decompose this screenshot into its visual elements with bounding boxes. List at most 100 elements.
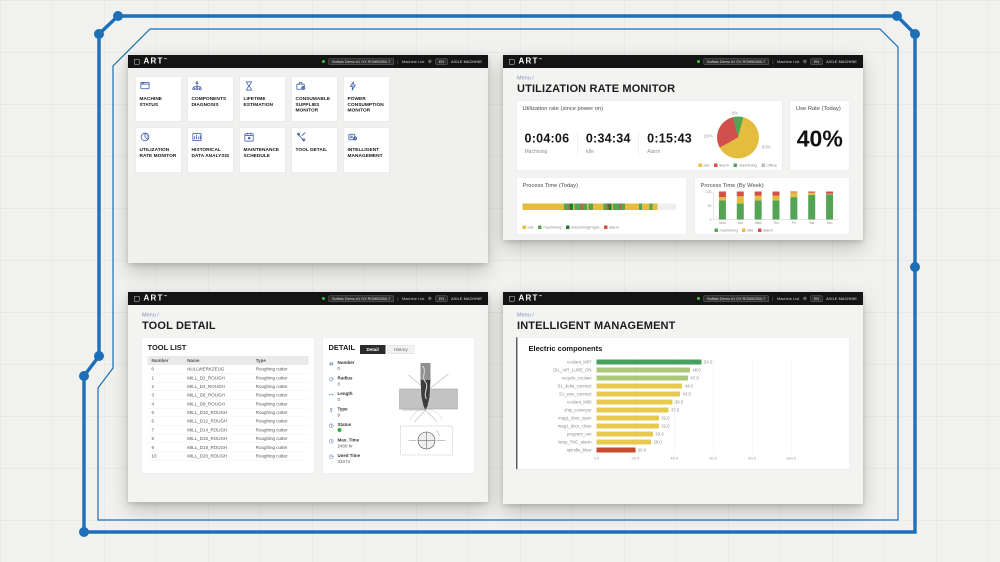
legend-item-alarm: alarm (757, 228, 773, 233)
menu-tile-maintenance-schedule[interactable]: MAINTENANCE SCHEDULE (239, 127, 286, 173)
strip-segment-idle (625, 203, 639, 210)
legend-item-idle: idle (698, 163, 710, 168)
breadcrumb[interactable]: Menu / (517, 312, 534, 318)
menu-tile-tool-detail[interactable]: TOOL DETAIL (291, 127, 338, 173)
table-row[interactable]: 2 MILL_D4_ROUGH Roughing cutter (147, 382, 309, 392)
table-cell: Roughing cutter (251, 425, 309, 435)
intelligent-management-icon (348, 132, 387, 144)
use-rate-card: Use Rate (Today) 40% (789, 100, 850, 171)
bar-label: program_run (567, 431, 592, 437)
bar-row-lamp-tnc-alarm: lamp_TNC_alarm 28.0 (527, 438, 841, 446)
machine-list-link[interactable]: Machine List (776, 59, 800, 64)
bar-row-mag1-door-open: mag1_door_open 32.0 (527, 414, 841, 422)
machine-list-link[interactable]: Machine List (401, 59, 425, 64)
table-row[interactable]: 10 MILL_D20_ROUGH Roughing cutter (147, 451, 309, 461)
table-row[interactable]: 0 NULLWERKZEUG Roughing cutter (147, 365, 309, 374)
breadcrumb[interactable]: Menu / (142, 312, 159, 318)
bar-row-coolant-m07: coolant_M07 54.0 (527, 358, 841, 366)
menu-tile-historical-data-analysis[interactable]: HISTORICAL DATA ANALYSIS (187, 127, 234, 173)
table-row[interactable]: 8 MILL_D16_ROUGH Roughing cutter (147, 434, 309, 444)
menu-tile-components-diagnosis[interactable]: COMPONENTS DIAGNOSIS (187, 76, 234, 122)
column-header-type[interactable]: Type (251, 356, 309, 365)
language-toggle[interactable]: EN (435, 295, 448, 302)
settings-gear-icon[interactable]: ⚙ (802, 58, 807, 64)
column-header-number[interactable]: Number (147, 356, 184, 365)
machine-list-link[interactable]: Machine List (401, 296, 425, 301)
menu-icon[interactable] (509, 58, 515, 65)
table-row[interactable]: 4 MILL_D8_ROUGH Roughing cutter (147, 399, 309, 409)
machine-name-pill[interactable]: Buffalo Demo #1 GX ROM50350-T (703, 58, 769, 65)
machine-name-pill[interactable]: Buffalo Demo #1 GX ROM50350-T (328, 58, 394, 65)
language-toggle[interactable]: EN (810, 58, 823, 65)
maintenance-schedule-icon (244, 132, 283, 144)
menu-tile-label: POWER CONSUMPTION MONITOR (347, 96, 384, 114)
bar (596, 383, 683, 389)
menu-icon[interactable] (509, 295, 515, 302)
menu-tile-intelligent-management[interactable]: INTELLIGENT MANAGEMENT (343, 127, 390, 173)
menu-icon[interactable] (134, 58, 140, 65)
field-status: Status (329, 422, 385, 433)
table-row[interactable]: 6 MILL_D12_ROUGH Roughing cutter (147, 416, 309, 426)
bar-row-chip-conveyor: chip_conveyor 37.0 (527, 406, 841, 414)
table-cell: 8 (147, 434, 184, 444)
tool-table-header: Number Name Type (147, 356, 309, 365)
menu-tile-utilization-rate-monitor[interactable]: UTILIZATION RATE MONITOR (135, 127, 182, 173)
stat-idle: 0:34:34 Idle (577, 131, 638, 155)
table-cell: Roughing cutter (251, 365, 309, 374)
power-consumption-icon (348, 81, 387, 93)
card-title: Use Rate (Today) (796, 105, 841, 112)
pie-legend: idle alarm machining offline (698, 163, 777, 168)
machine-list-link[interactable]: Machine List (776, 296, 800, 301)
week-legend: machining idle alarm (714, 228, 773, 233)
svg-text:Fri: Fri (792, 221, 796, 225)
table-row[interactable]: 3 MILL_D6_ROUGH Roughing cutter (147, 390, 309, 400)
machine-type-label: AXILE MACHINE (451, 59, 482, 64)
process-time-today-card: Process Time (Today) idle machining machin… (516, 177, 687, 235)
card-title: Utilization rate (since power on) (522, 105, 604, 112)
settings-gear-icon[interactable]: ⚙ (802, 295, 807, 301)
tab-history[interactable]: History (387, 344, 415, 354)
pie-label-idle: 63% (762, 144, 771, 150)
machine-name-pill[interactable]: Buffalo Demo #1 GX ROM50350-T (328, 295, 394, 302)
language-toggle[interactable]: EN (435, 58, 448, 65)
menu-tile-label: MACHINE STATUS (139, 96, 163, 108)
bar-row-program-run: program_run 29.0 (527, 430, 841, 438)
svg-text:100: 100 (706, 190, 712, 194)
table-cell: MILL_D20_ROUGH (183, 451, 252, 461)
electric-components-chart: coolant_M07 54.0 OIL_AIR_LUBE_ON 48.0 recycl… (527, 358, 841, 463)
tool-list-title: TOOL LIST (147, 343, 187, 353)
menu-tile-label: UTILIZATION RATE MONITOR (139, 147, 177, 159)
bar (596, 439, 651, 445)
breadcrumb[interactable]: Menu / (517, 75, 534, 81)
app-logo: ART™ (518, 57, 543, 66)
bar (596, 423, 659, 429)
machine-name-pill[interactable]: Buffalo Demo #1 GX ROM50350-T (703, 295, 769, 302)
tab-detail[interactable]: Detail (360, 344, 386, 354)
language-toggle[interactable]: EN (810, 295, 823, 302)
menu-tile-machine-status[interactable]: MACHINE STATUS (135, 76, 182, 122)
table-row[interactable]: 1 MILL_D2_ROUGH Roughing cutter (147, 373, 309, 383)
settings-gear-icon[interactable]: ⚙ (427, 295, 432, 301)
table-row[interactable]: 5 MILL_D10_ROUGH Roughing cutter (147, 408, 309, 418)
menu-tile-lifetime-estimation[interactable]: LIFETIME ESTIMATION (239, 76, 286, 122)
menu-tile-consumable-supplies-monitor[interactable]: CONSUMABLE SUPPLIES MONITOR (291, 76, 338, 122)
table-cell: MILL_D4_ROUGH (183, 382, 252, 392)
utilization-stats: 0:04:06 Machining 0:34:34 Idle 0:15:43 Alarm (523, 131, 701, 155)
svg-text:Mon: Mon (719, 221, 726, 225)
column-header-name[interactable]: Name (183, 356, 252, 365)
x-tick: 80.0 (748, 456, 757, 461)
menu-icon[interactable] (134, 295, 140, 302)
strip-segment-machining (649, 203, 653, 210)
menu-tile-power-consumption-monitor[interactable]: POWER CONSUMPTION MONITOR (343, 76, 390, 122)
menu-tile-label: HISTORICAL DATA ANALYSIS (191, 147, 230, 159)
menu-tile-label: MAINTENANCE SCHEDULE (243, 147, 280, 159)
table-row[interactable]: 7 MILL_D14_ROUGH Roughing cutter (147, 425, 309, 435)
table-row[interactable]: 9 MILL_D18_ROUGH Roughing cutter (147, 442, 309, 452)
strip-segment-alarm (568, 203, 570, 210)
legend-item-machining: machining (538, 225, 561, 230)
window-main-menu: ART™ Buffalo Demo #1 GX ROM50350-T | Mac… (128, 55, 488, 263)
strip-segment-idle (611, 203, 613, 210)
settings-gear-icon[interactable]: ⚙ (427, 58, 432, 64)
x-tick: 100.0 (786, 456, 797, 461)
connection-status-icon (697, 60, 701, 63)
